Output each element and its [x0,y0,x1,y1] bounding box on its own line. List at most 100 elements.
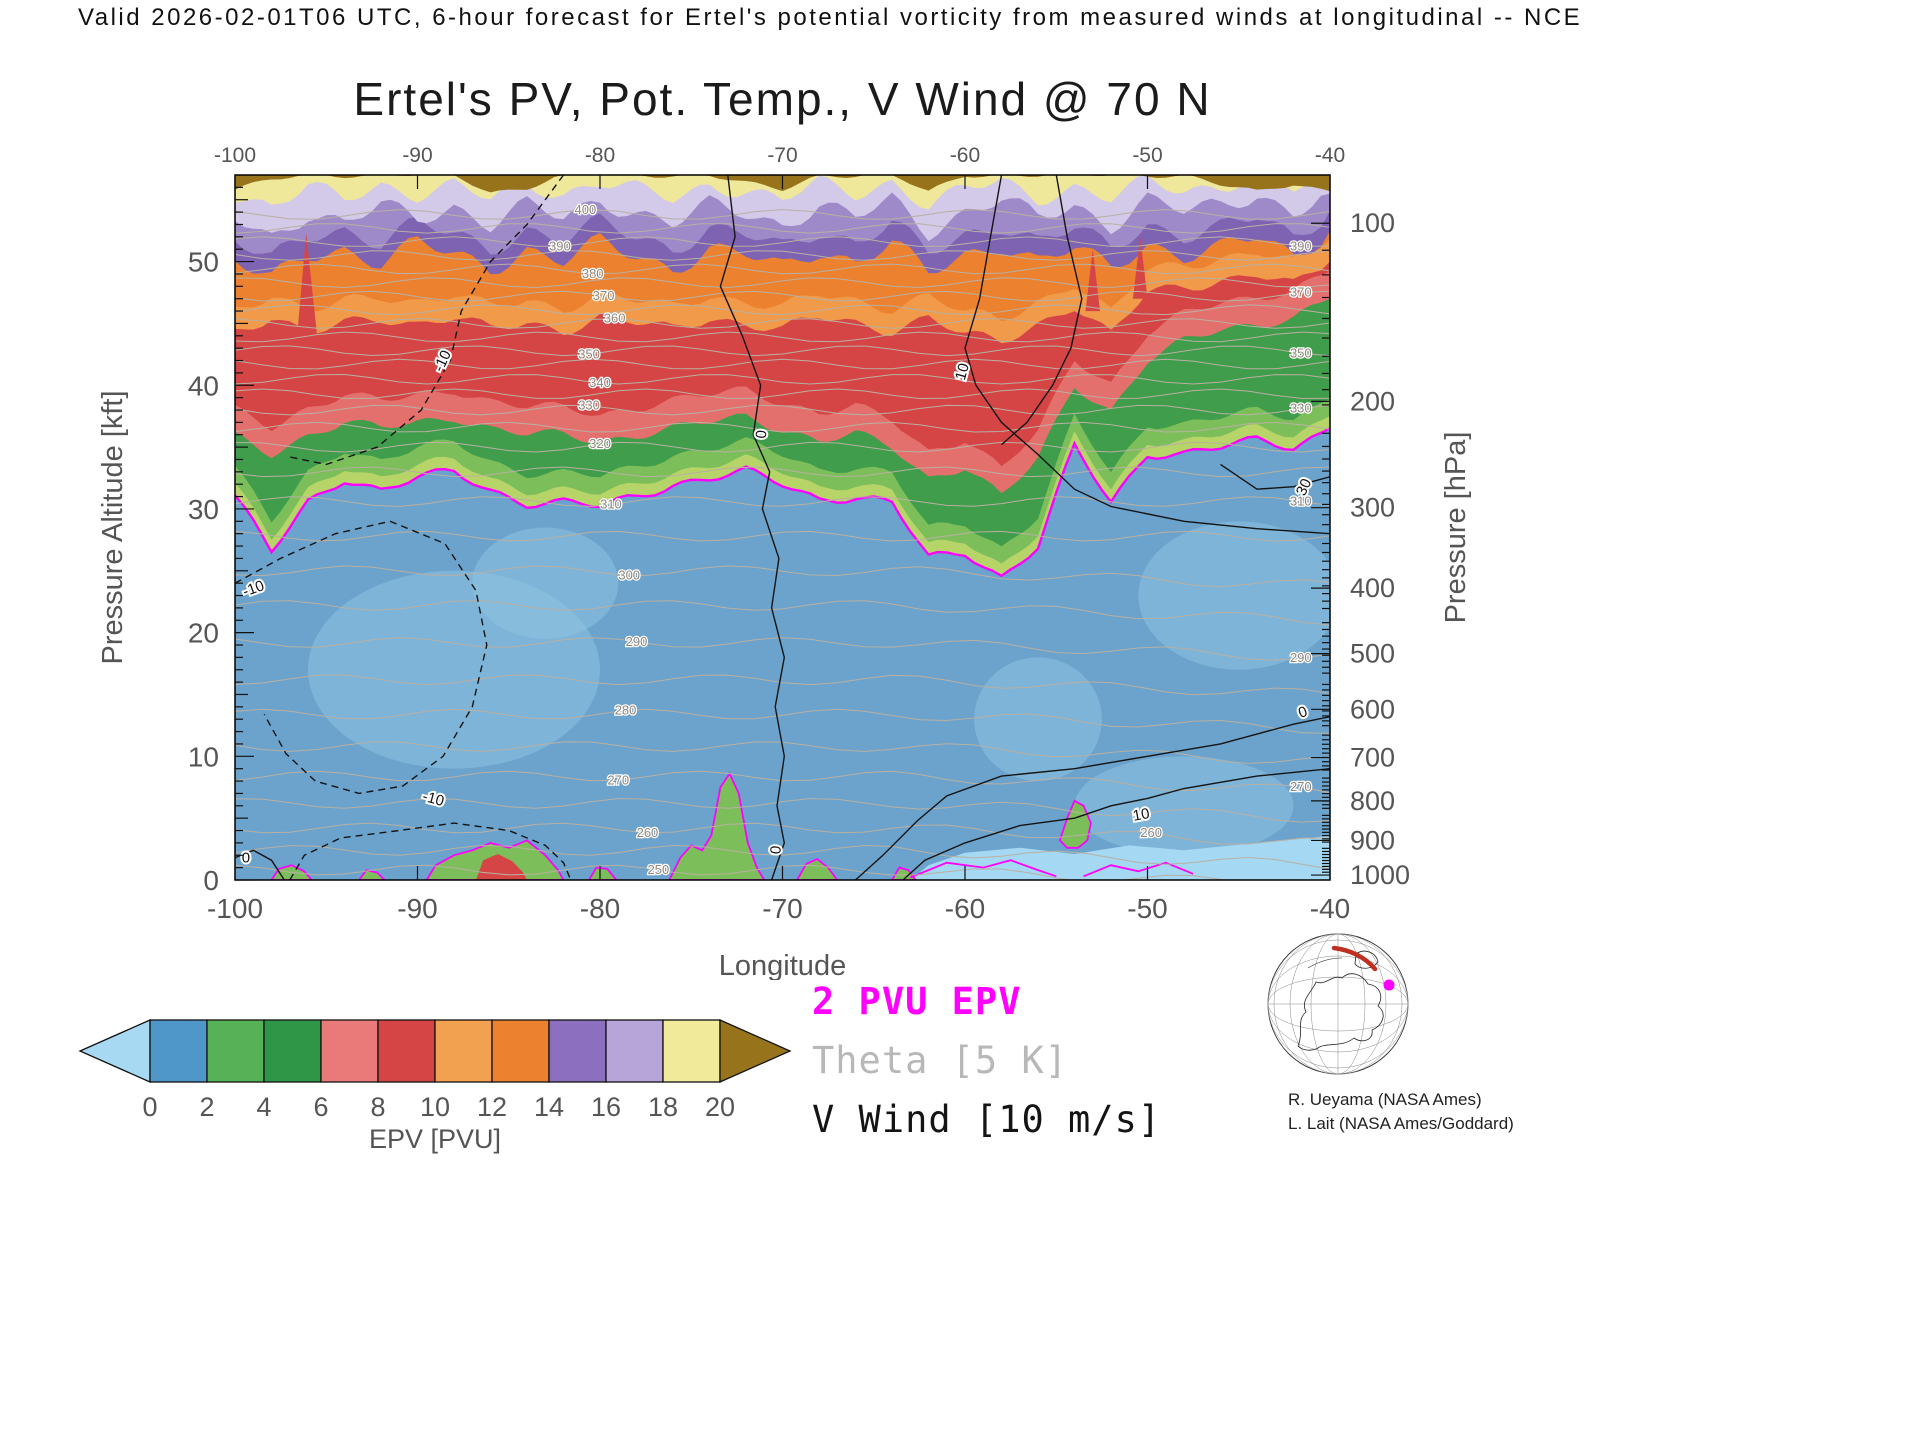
colorbar-segment [206,1019,265,1083]
x-tick-label-top: -60 [950,144,980,167]
theta-label: 350 [578,346,600,361]
colorbar-tick-label: 0 [142,1092,157,1122]
theta-contour [235,250,1330,261]
plot-title: Ertel's PV, Pot. Temp., V Wind @ 70 N [353,73,1212,125]
low-pv-blob [1074,756,1294,856]
theta-label: 360 [604,311,626,326]
y-tick-label-right: 500 [1350,639,1395,669]
theta-label: 390 [549,238,571,253]
vwind-label: 0 [242,850,250,867]
vwind-contour [289,175,565,466]
x-tick-label: -40 [1310,893,1350,924]
y-tick-label-right: 300 [1350,493,1395,523]
theta-contour [235,496,1330,507]
colorbar-tick-label: 10 [420,1092,450,1122]
colorbar-tick-label: 16 [591,1092,621,1122]
colorbar-segment [434,1019,493,1083]
surface-pv-patch [588,866,618,880]
colorbar-tick-label: 8 [370,1092,385,1122]
vwind-label: 10 [1132,805,1151,825]
colorbar-tick-label: 18 [648,1092,678,1122]
theta-contour [235,223,1330,234]
y-tick-label-left: 40 [188,370,219,401]
vwind-contour [855,716,1330,880]
x-tick-label: -80 [580,893,620,924]
x-tick-label: -100 [207,893,263,924]
theta-label: 290 [626,634,648,649]
colorbar-tick-label: 14 [534,1092,564,1122]
theta-label: 300 [618,568,640,583]
theta-contour [235,637,1330,661]
colorbar-under-arrow [78,1019,151,1083]
theta-contours: 400 390 380 370 360 350 340 330 320 310 300 290 280 2… [235,201,1330,880]
vwind-contour [719,175,786,880]
surface-pv-patch [796,857,839,880]
vwind-contour [235,849,285,880]
cross-section-path [1331,945,1378,972]
theta-contour [235,358,1330,370]
x-axis-title: Longitude [719,950,846,980]
x-tick-label: -60 [945,893,985,924]
theta-contour [235,844,1330,870]
surface-pv-patch [890,866,917,880]
x-tick-label-top: -70 [767,144,797,167]
coastline-greenland [1354,950,1379,969]
y-axis-title-right: Pressure [hPa] [1440,432,1472,624]
theta-label: 380 [582,266,604,281]
axis-ticks [234,175,1331,881]
theta-contour [235,304,1330,316]
x-tick-label-top: -50 [1132,144,1162,167]
theta-label: 340 [589,375,611,390]
colorbar-title: EPV [PVU] [369,1124,501,1154]
theta-label: 280 [615,702,637,717]
magenta-2pvu-segment [1083,861,1194,878]
surface-pv-patch [910,835,1330,880]
vwind-contour [964,175,1330,535]
surface-pv-patch [475,854,527,880]
y-tick-label-left: 10 [188,741,219,772]
y-tick-label-left: 30 [188,494,219,525]
location-inset-map [1267,933,1409,1075]
theta-label: 260 [1140,825,1162,840]
coastline [1297,973,1384,1051]
theta-label: 290 [1290,650,1312,665]
theta-contour [235,466,1330,478]
theta-label: 320 [589,436,611,451]
theta-contour [235,770,1330,794]
x-tick-label-top: -90 [402,144,432,167]
vwind-contour [235,520,488,795]
colorbar-segment [548,1019,607,1083]
legend-2pvu-epv: 2 PVU EPV [812,980,1022,1023]
theta-contour [235,263,1330,275]
coastline-arctic [1307,957,1343,969]
theta-contour [235,290,1330,302]
theta-contour [235,277,1330,289]
y-tick-label-right: 1000 [1350,860,1410,890]
theta-contour [235,441,1330,453]
credit-line-2: L. Lait (NASA Ames/Goddard) [1288,1114,1514,1133]
theta-label: 370 [593,288,615,303]
x-tick-label: -50 [1127,893,1167,924]
colorbar-over-arrow [719,1019,792,1083]
vwind-contour [1220,463,1330,490]
low-pv-blob [974,657,1102,782]
theta-label: 270 [607,772,629,787]
theta-contour [235,404,1330,416]
y-tick-label-left: 0 [203,865,219,896]
cross-section-endpoint [1383,979,1395,991]
theta-contour [235,388,1330,400]
theta-label: 310 [1290,493,1312,508]
red-streak [1132,236,1148,299]
y-tick-label-right: 100 [1350,208,1395,238]
vwind-contour [289,822,572,880]
theta-label: 400 [575,202,597,217]
theta-label: 250 [648,862,670,877]
y-tick-label-right: 700 [1350,743,1395,773]
colorbar-segment [377,1019,436,1083]
epv-colorbar: 0 2 4 6 8 10 12 14 16 18 20 EPV [PVU] [78,1019,792,1154]
colorbar-segment [605,1019,664,1083]
theta-label: 310 [600,497,622,512]
y-tick-label-right: 800 [1350,786,1395,816]
theta-contour [235,565,1330,588]
y-tick-label-right: 600 [1350,694,1395,724]
